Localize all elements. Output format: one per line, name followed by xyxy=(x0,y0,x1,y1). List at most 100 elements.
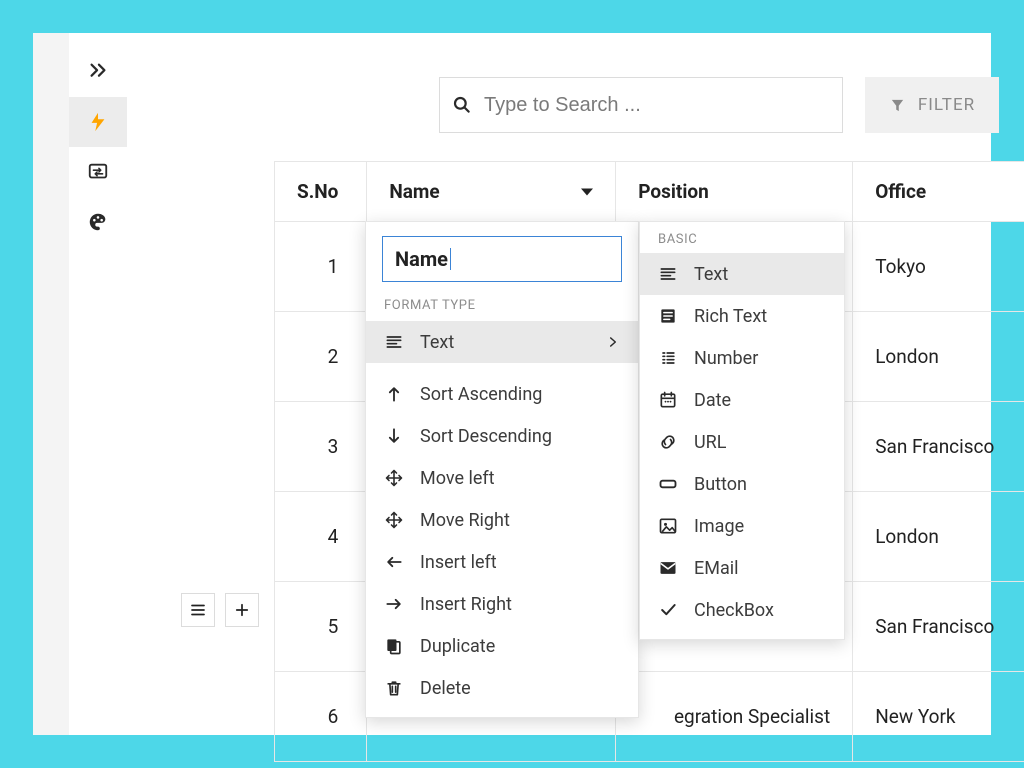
palette-icon xyxy=(87,211,109,233)
submenu-item-label: Image xyxy=(694,516,744,537)
menu-item-label: Sort Ascending xyxy=(420,384,542,405)
filter-label: FILTER xyxy=(918,95,975,115)
menu-item[interactable]: Move left xyxy=(366,457,638,499)
filter-icon xyxy=(889,97,906,114)
cell-office: Tokyo xyxy=(853,222,1024,312)
text-icon xyxy=(658,264,678,284)
menu-item-label: Sort Descending xyxy=(420,426,552,447)
number-icon xyxy=(658,348,678,368)
panel: FILTER S.No Name Position Office 1Tokyo2… xyxy=(69,33,991,735)
row-side-controls xyxy=(181,593,259,627)
submenu-item-label: CheckBox xyxy=(694,600,774,621)
th-position[interactable]: Position xyxy=(616,162,853,222)
duplicate-icon xyxy=(384,636,404,656)
plus-icon xyxy=(233,601,251,619)
menu-item-label: Delete xyxy=(420,678,471,699)
format-row[interactable]: Text xyxy=(366,321,638,363)
format-row-label: Text xyxy=(420,332,454,353)
submenu-item-label: URL xyxy=(694,432,726,453)
image-icon xyxy=(658,516,678,536)
menu-item-label: Duplicate xyxy=(420,636,495,657)
menu-item[interactable]: Duplicate xyxy=(366,625,638,667)
submenu-item[interactable]: URL xyxy=(640,421,844,463)
cell-office: San Francisco xyxy=(853,402,1024,492)
th-office[interactable]: Office xyxy=(853,162,1024,222)
submenu-section-label: BASIC xyxy=(640,222,844,253)
search-input[interactable] xyxy=(482,93,830,118)
cell-sno: 1 xyxy=(275,222,367,312)
rail-bolt[interactable] xyxy=(69,97,127,147)
submenu-item[interactable]: Button xyxy=(640,463,844,505)
th-name[interactable]: Name xyxy=(367,162,616,222)
column-menu: Name FORMAT TYPE Text Sort Ascending Sort… xyxy=(365,221,639,718)
submenu-item[interactable]: EMail xyxy=(640,547,844,589)
submenu-item[interactable]: CheckBox xyxy=(640,589,844,631)
swap-icon xyxy=(87,161,109,183)
menu-item-label: Insert Right xyxy=(420,594,512,615)
column-name-value: Name xyxy=(395,247,448,271)
filter-button[interactable]: FILTER xyxy=(865,77,999,133)
submenu-item-label: Text xyxy=(694,264,728,285)
row-menu-button[interactable] xyxy=(181,593,215,627)
menu-item-label: Insert left xyxy=(420,552,497,573)
move-icon xyxy=(384,468,404,488)
menu-item[interactable]: Insert left xyxy=(366,541,638,583)
cell-office: London xyxy=(853,312,1024,402)
cell-sno: 5 xyxy=(275,582,367,672)
email-icon xyxy=(658,558,678,578)
cell-sno: 3 xyxy=(275,402,367,492)
date-icon xyxy=(658,390,678,410)
rail-palette[interactable] xyxy=(69,197,127,247)
menu-item[interactable]: Sort Ascending xyxy=(366,373,638,415)
row-add-button[interactable] xyxy=(225,593,259,627)
text-cursor xyxy=(450,248,451,270)
submenu-item[interactable]: Text xyxy=(640,253,844,295)
format-submenu: BASIC Text Rich Text Number Date URL Button Im… xyxy=(639,221,845,640)
submenu-item[interactable]: Number xyxy=(640,337,844,379)
arrow-right-icon xyxy=(384,594,404,614)
submenu-item-label: Rich Text xyxy=(694,306,767,327)
arrow-up-icon xyxy=(384,384,404,404)
rail-expand[interactable] xyxy=(69,47,127,97)
cell-sno: 2 xyxy=(275,312,367,402)
richtext-icon xyxy=(658,306,678,326)
submenu-item-label: Date xyxy=(694,390,731,411)
column-name-input[interactable]: Name xyxy=(382,236,622,282)
menu-item[interactable]: Insert Right xyxy=(366,583,638,625)
cell-office: San Francisco xyxy=(853,582,1024,672)
th-sno[interactable]: S.No xyxy=(275,162,367,222)
rail-swap[interactable] xyxy=(69,147,127,197)
submenu-item-label: Button xyxy=(694,474,747,495)
cell-office: London xyxy=(853,492,1024,582)
menu-item-label: Move Right xyxy=(420,510,510,531)
search-box[interactable] xyxy=(439,77,843,133)
outer-frame: FILTER S.No Name Position Office 1Tokyo2… xyxy=(33,33,991,735)
cell-sno: 4 xyxy=(275,492,367,582)
submenu-item[interactable]: Image xyxy=(640,505,844,547)
chevron-right-icon xyxy=(606,335,620,349)
bolt-icon xyxy=(87,111,109,133)
checkbox-icon xyxy=(658,600,678,620)
submenu-item-label: EMail xyxy=(694,558,739,579)
move-icon xyxy=(384,510,404,530)
chevrons-right-icon xyxy=(87,61,109,83)
menu-item[interactable]: Sort Descending xyxy=(366,415,638,457)
menu-item-label: Move left xyxy=(420,468,495,489)
arrow-left-icon xyxy=(384,552,404,572)
trash-icon xyxy=(384,678,404,698)
topbar: FILTER xyxy=(439,77,999,133)
cell-sno: 6 xyxy=(275,672,367,762)
menu-icon xyxy=(189,601,207,619)
arrow-down-icon xyxy=(384,426,404,446)
submenu-item[interactable]: Rich Text xyxy=(640,295,844,337)
side-rail xyxy=(69,47,127,247)
text-icon xyxy=(384,332,404,352)
format-section-label: FORMAT TYPE xyxy=(366,292,638,321)
cell-office: New York xyxy=(853,672,1024,762)
url-icon xyxy=(658,432,678,452)
search-icon xyxy=(452,95,472,115)
cell-position: egration Specialist xyxy=(616,672,853,762)
submenu-item[interactable]: Date xyxy=(640,379,844,421)
menu-item[interactable]: Move Right xyxy=(366,499,638,541)
menu-item[interactable]: Delete xyxy=(366,667,638,709)
